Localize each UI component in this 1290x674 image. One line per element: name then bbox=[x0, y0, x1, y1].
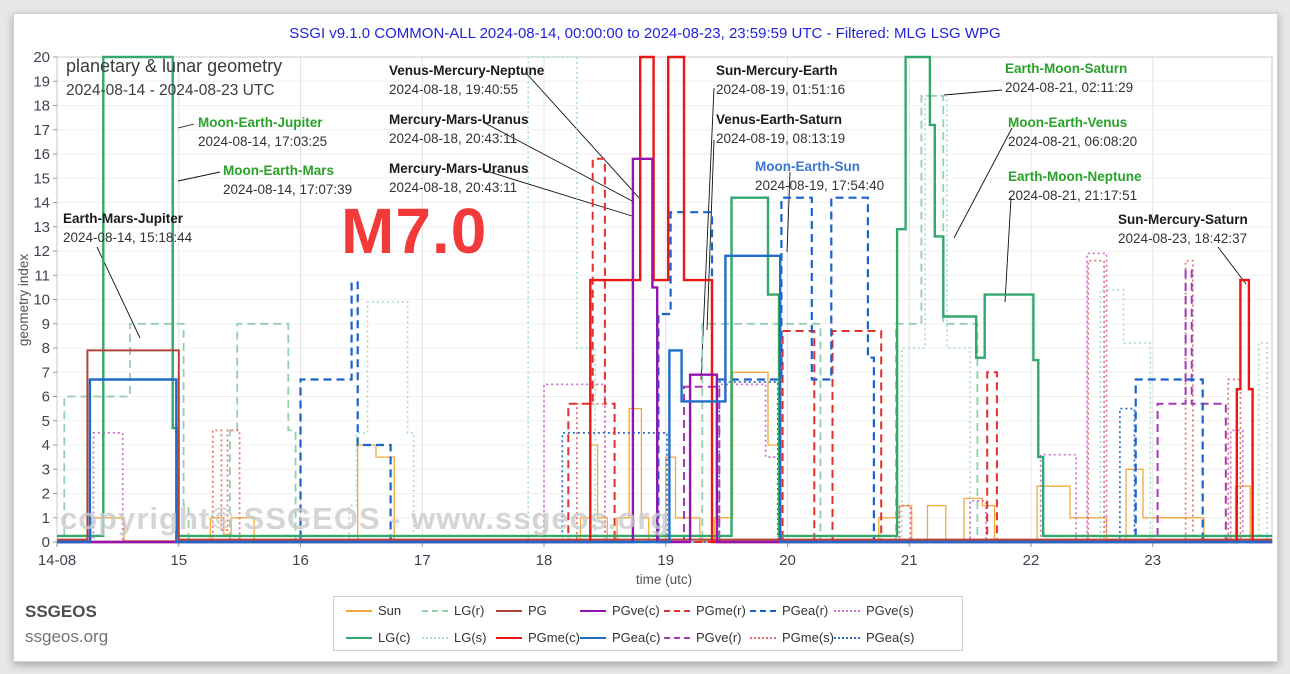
legend-line-sample bbox=[834, 609, 860, 612]
annotation-moon-earth-sun: Moon-Earth-Sun 2024-08-19, 17:54:40 bbox=[755, 159, 885, 193]
legend-label: PGea(r) bbox=[782, 603, 829, 618]
plot-date-range: 2024-08-14 - 2024-08-23 UTC bbox=[66, 82, 275, 99]
legend-line-sample bbox=[496, 636, 522, 639]
annotation-mercury-mars-uranus-1: Mercury-Mars-Uranus 2024-08-18, 20:43:11 bbox=[389, 112, 529, 146]
legend-label: PGea(s) bbox=[866, 630, 915, 645]
annotation-moon-earth-jupiter: Moon-Earth-Jupiter 2024-08-14, 17:03:25 bbox=[198, 115, 328, 149]
copyright-watermark: copyright© SSGEOS - www.ssgeos.org bbox=[60, 501, 671, 536]
plot-heading: planetary & lunar geometry bbox=[66, 56, 283, 76]
annotation-venus-earth-saturn: Venus-Earth-Saturn 2024-08-19, 08:13:19 bbox=[716, 112, 846, 146]
legend-label: PGme(c) bbox=[528, 630, 580, 645]
legend-item-pgme_r: PGme(r) bbox=[664, 603, 750, 618]
legend-label: PGve(r) bbox=[696, 630, 742, 645]
chart-title: SSGI v9.1.0 COMMON-ALL 2024-08-14, 00:00… bbox=[289, 25, 1001, 42]
legend-item-pgve_r: PGve(r) bbox=[664, 630, 750, 645]
annotation-earth-moon-neptune: Earth-Moon-Neptune 2024-08-21, 21:17:51 bbox=[1008, 169, 1142, 203]
legend-item-pgea_c: PGea(c) bbox=[580, 630, 664, 645]
legend-line-sample bbox=[422, 609, 448, 612]
legend-label: PGve(c) bbox=[612, 603, 660, 618]
legend-item-pgve_c: PGve(c) bbox=[580, 603, 664, 618]
legend-line-sample bbox=[346, 636, 372, 639]
legend-label: PGea(c) bbox=[612, 630, 661, 645]
annotation-earth-moon-saturn: Earth-Moon-Saturn 2024-08-21, 02:11:29 bbox=[1005, 61, 1134, 95]
footer-brand: SSGEOS bbox=[25, 602, 97, 621]
legend-label: LG(r) bbox=[454, 603, 485, 618]
annotation-sun-mercury-saturn: Sun-Mercury-Saturn 2024-08-23, 18:42:37 bbox=[1118, 212, 1248, 246]
legend-line-sample bbox=[422, 636, 448, 639]
legend-line-sample bbox=[664, 609, 690, 612]
legend-item-sun: Sun bbox=[346, 603, 422, 618]
chart-panel bbox=[13, 13, 1278, 662]
magnitude-label: M7.0 bbox=[341, 195, 488, 267]
legend-label: Sun bbox=[378, 603, 402, 618]
legend-label: PGme(r) bbox=[696, 603, 746, 618]
legend-item-pgea_r: PGea(r) bbox=[750, 603, 834, 618]
annotation-venus-mercury-neptune: Venus-Mercury-Neptune 2024-08-18, 19:40:… bbox=[389, 63, 545, 97]
legend-item-lg_c: LG(c) bbox=[346, 630, 422, 645]
legend-line-sample bbox=[750, 636, 776, 639]
legend-item-pgme_s: PGme(s) bbox=[750, 630, 834, 645]
legend-item-lg_s: LG(s) bbox=[422, 630, 496, 645]
annotation-earth-mars-jupiter: Earth-Mars-Jupiter 2024-08-14, 15:18:44 bbox=[63, 211, 193, 245]
legend-line-sample bbox=[346, 609, 372, 612]
legend-item-pgea_s: PGea(s) bbox=[834, 630, 926, 645]
legend-line-sample bbox=[750, 609, 776, 612]
legend-item-pgme_c: PGme(c) bbox=[496, 630, 580, 645]
legend-item-pg: PG bbox=[496, 603, 580, 618]
legend-label: PGme(s) bbox=[782, 630, 834, 645]
legend-label: LG(c) bbox=[378, 630, 411, 645]
annotation-mercury-mars-uranus-2: Mercury-Mars-Uranus 2024-08-18, 20:43:11 bbox=[389, 161, 529, 195]
legend-item-pgve_s: PGve(s) bbox=[834, 603, 926, 618]
chart-legend: Sun LG(r) PG PGve(c) PGme(r) PGea(r) PGve(s) LG… bbox=[333, 596, 963, 651]
legend-label: LG(s) bbox=[454, 630, 487, 645]
legend-line-sample bbox=[580, 636, 606, 639]
legend-line-sample bbox=[834, 636, 860, 639]
legend-label: PGve(s) bbox=[866, 603, 914, 618]
legend-line-sample bbox=[496, 609, 522, 612]
legend-line-sample bbox=[664, 636, 690, 639]
annotation-sun-mercury-earth: Sun-Mercury-Earth 2024-08-19, 01:51:16 bbox=[716, 63, 846, 97]
footer-site-url: ssgeos.org bbox=[25, 627, 109, 646]
legend-line-sample bbox=[580, 609, 606, 612]
legend-label: PG bbox=[528, 603, 547, 618]
legend-item-lg_r: LG(r) bbox=[422, 603, 496, 618]
annotation-moon-earth-mars: Moon-Earth-Mars 2024-08-14, 17:07:39 bbox=[223, 163, 353, 197]
annotation-moon-earth-venus: Moon-Earth-Venus 2024-08-21, 06:08:20 bbox=[1008, 115, 1138, 149]
